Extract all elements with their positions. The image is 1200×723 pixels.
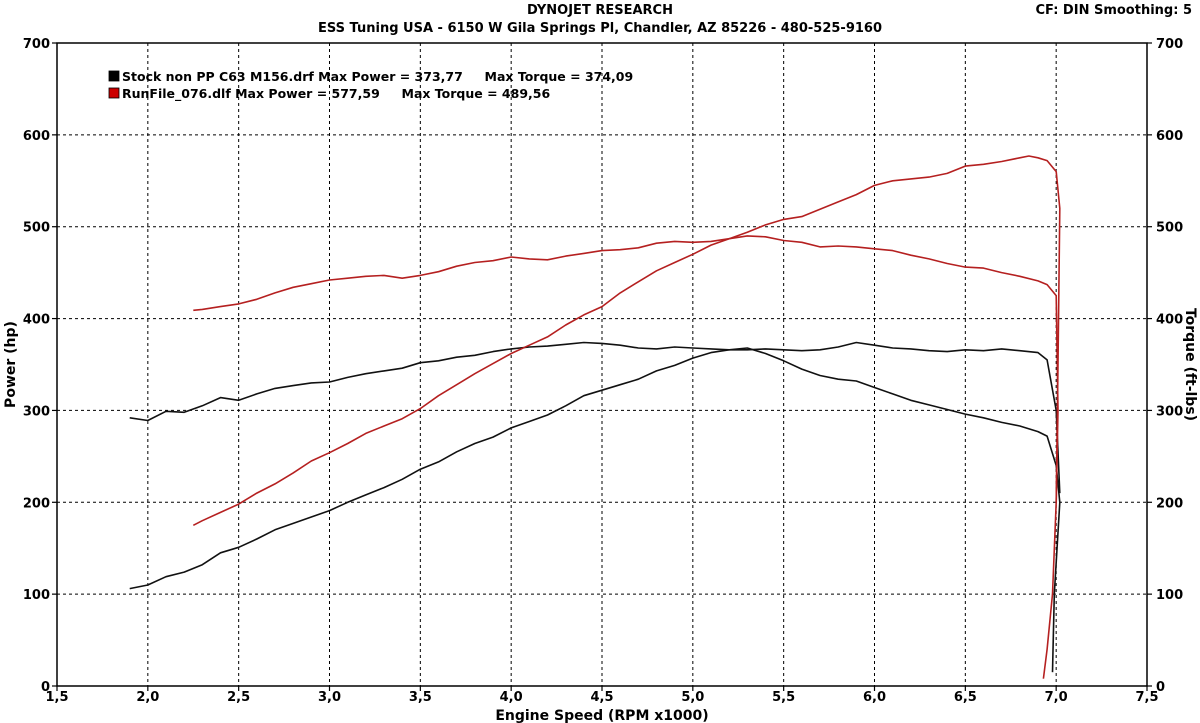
left-tick-label: 400 <box>23 313 50 328</box>
x-tick-label: 2,0 <box>136 690 159 705</box>
series-stock-power-line <box>129 347 1061 673</box>
left-tick-label: 0 <box>41 680 50 695</box>
series-stock-torque-line <box>129 341 1061 494</box>
legend-swatch <box>108 70 120 82</box>
x-tick-label: 6,0 <box>863 690 886 705</box>
chart-subtitle: ESS Tuning USA - 6150 W Gila Springs Pl,… <box>317 21 883 36</box>
x-tick-label: 7,0 <box>1045 690 1068 705</box>
right-tick-label: 200 <box>1156 496 1183 511</box>
left-tick-label: 300 <box>23 404 50 419</box>
left-tick-label: 100 <box>23 588 50 603</box>
right-tick-label: 100 <box>1156 588 1183 603</box>
left-tick-label: 700 <box>23 37 50 52</box>
x-tick-label: 2,5 <box>227 690 250 705</box>
left-axis-label: Power (hp) <box>3 321 19 408</box>
x-tick-label: 4,5 <box>590 690 613 705</box>
right-tick-label: 400 <box>1156 313 1183 328</box>
series-tuned-power-line <box>192 155 1061 527</box>
chart-title: DYNOJET RESEARCH <box>527 3 673 18</box>
series-tuned-torque-line <box>193 235 1059 679</box>
correction-settings: CF: DIN Smoothing: 5 <box>1035 3 1193 18</box>
legend: Stock non PP C63 M156.drf Max Power = 37… <box>108 69 633 102</box>
x-tick-label: 3,0 <box>318 690 341 705</box>
right-axis-ticks: 0 100 200 300 400 500 600 700 <box>1147 37 1183 695</box>
right-tick-label: 700 <box>1156 37 1183 52</box>
legend-label: RunFile_076.dlf Max Power = 577,59 Max T… <box>122 86 550 102</box>
x-tick-label: 4,0 <box>500 690 523 705</box>
left-tick-label: 200 <box>23 496 50 511</box>
right-tick-label: 600 <box>1156 129 1183 144</box>
left-tick-label: 500 <box>23 221 50 236</box>
x-tick-label: 7,5 <box>1135 690 1158 705</box>
series-lines <box>129 155 1061 679</box>
x-tick-label: 5,0 <box>681 690 704 705</box>
left-tick-label: 600 <box>23 129 50 144</box>
x-tick-label: 1,5 <box>45 690 68 705</box>
x-tick-label: 3,5 <box>409 690 432 705</box>
legend-label: Stock non PP C63 M156.drf Max Power = 37… <box>122 69 633 84</box>
right-tick-label: 500 <box>1156 221 1183 236</box>
x-tick-label: 5,5 <box>772 690 795 705</box>
x-axis-label: Engine Speed (RPM x1000) <box>495 708 708 723</box>
right-tick-label: 300 <box>1156 404 1183 419</box>
gridlines <box>57 43 1147 686</box>
x-tick-label: 6,5 <box>954 690 977 705</box>
right-tick-label: 0 <box>1156 680 1165 695</box>
right-axis-label: Torque (ft-lbs) <box>1182 308 1198 421</box>
left-axis-ticks: 0 100 200 300 400 500 600 700 <box>23 37 57 695</box>
legend-swatch <box>108 87 120 99</box>
x-axis-ticks: 1,5 2,0 2,5 3,0 3,5 4,0 4,5 5,0 5,5 6,0 6,5 7,0 7,5 <box>45 686 1159 705</box>
